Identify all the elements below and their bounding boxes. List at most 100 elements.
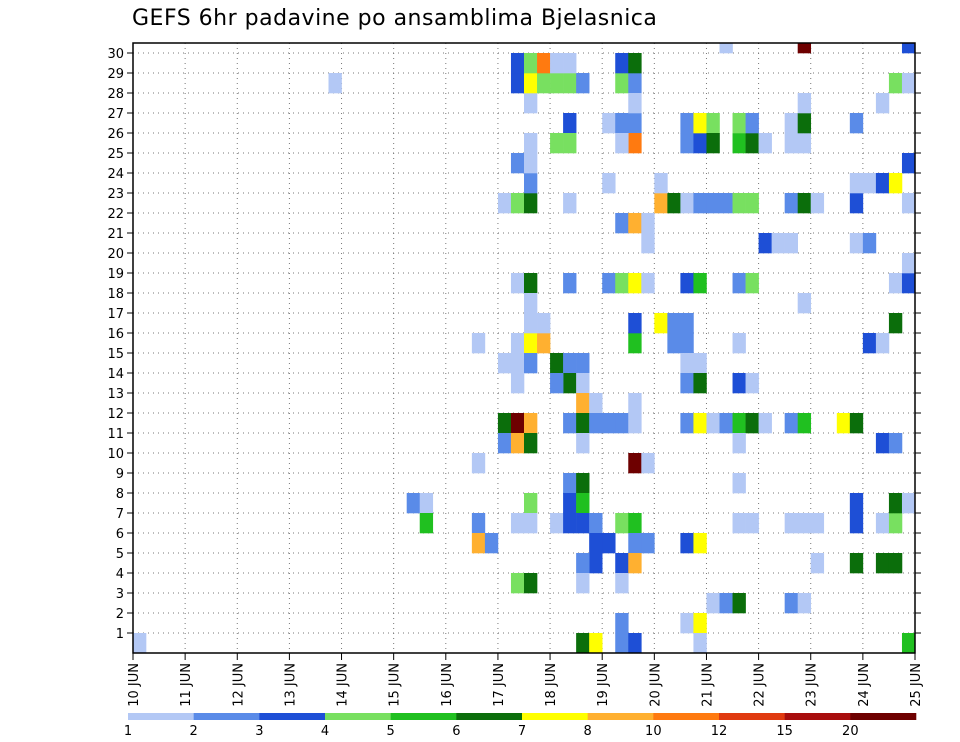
heatmap-cell bbox=[719, 43, 733, 54]
heatmap-cell bbox=[784, 113, 798, 134]
heatmap-cell bbox=[589, 413, 603, 434]
heatmap-cell bbox=[680, 373, 694, 394]
heatmap-cell bbox=[875, 433, 890, 454]
heatmap-cell bbox=[602, 533, 616, 554]
heatmap-cell bbox=[797, 513, 812, 534]
y-tick-label: 19 bbox=[107, 267, 124, 282]
colorbar-swatch bbox=[719, 713, 785, 720]
heatmap-cell bbox=[615, 633, 629, 654]
heatmap-cell bbox=[680, 133, 694, 154]
heatmap-cell bbox=[641, 233, 655, 254]
heatmap-cell bbox=[875, 333, 890, 354]
heatmap-cell bbox=[654, 313, 668, 334]
heatmap-cell bbox=[628, 553, 642, 574]
heatmap-cell bbox=[654, 193, 668, 214]
heatmap-cell bbox=[745, 413, 759, 434]
colorbar-label: 10 bbox=[645, 724, 662, 739]
heatmap-cell bbox=[550, 133, 564, 154]
heatmap-cell bbox=[524, 193, 538, 214]
heatmap-cell bbox=[524, 513, 538, 534]
y-tick-label: 2 bbox=[116, 607, 124, 622]
heatmap-cell bbox=[797, 413, 812, 434]
colorbar: 1 2 3 4 5 6 7 8 10 12 15 20 bbox=[124, 713, 917, 739]
heatmap-cell bbox=[654, 173, 668, 194]
heatmap-cell bbox=[719, 193, 733, 214]
heatmap-cell bbox=[550, 53, 564, 74]
heatmap-cell bbox=[615, 553, 629, 574]
y-tick-label: 22 bbox=[107, 207, 124, 222]
y-tick-label: 13 bbox=[107, 387, 124, 402]
heatmap-cell bbox=[510, 273, 525, 294]
heatmap-cell bbox=[484, 533, 499, 554]
heatmap-cell bbox=[667, 333, 681, 354]
heatmap-cell bbox=[576, 573, 590, 594]
plot-frame bbox=[132, 42, 916, 654]
colorbar-label: 12 bbox=[711, 724, 728, 739]
heatmap-cell bbox=[693, 193, 707, 214]
heatmap-cell bbox=[563, 113, 577, 134]
heatmap-cell bbox=[888, 553, 903, 574]
heatmap-cell bbox=[510, 413, 525, 434]
heatmap-cell bbox=[497, 433, 512, 454]
heatmap-cell bbox=[641, 273, 655, 294]
y-tick-label: 8 bbox=[116, 487, 124, 502]
heatmap-cell bbox=[563, 493, 577, 514]
heatmap-cell bbox=[745, 193, 759, 214]
y-tick-label: 20 bbox=[107, 247, 124, 262]
colorbar-swatch bbox=[653, 713, 720, 720]
heatmap-cell bbox=[497, 413, 512, 434]
heatmap-cell bbox=[875, 553, 890, 574]
heatmap-cell bbox=[784, 593, 798, 614]
heatmap-cell bbox=[888, 513, 903, 534]
heatmap-cell bbox=[550, 73, 564, 94]
heatmap-cell bbox=[563, 413, 577, 434]
y-tick-label: 4 bbox=[116, 567, 124, 582]
heatmap-cell bbox=[901, 43, 916, 54]
colorbar-label: 8 bbox=[584, 724, 592, 739]
heatmap-cell bbox=[693, 353, 707, 374]
x-tick-label: 24 JUN bbox=[857, 663, 872, 707]
chart-title: GEFS 6hr padavine po ansamblima Bjelasni… bbox=[132, 6, 658, 31]
heatmap-cell bbox=[628, 93, 642, 114]
colorbar-swatch bbox=[784, 713, 851, 720]
heatmap-cell bbox=[667, 313, 681, 334]
heatmap-cell bbox=[497, 353, 512, 374]
heatmap-cell bbox=[888, 173, 903, 194]
heatmap-cell bbox=[602, 173, 616, 194]
colorbar-label: 1 bbox=[124, 724, 132, 739]
heatmap-cell bbox=[576, 553, 590, 574]
heatmap-cell bbox=[849, 233, 864, 254]
heatmap-cell bbox=[628, 73, 642, 94]
heatmap-cell bbox=[810, 193, 825, 214]
y-tick-label: 7 bbox=[116, 507, 124, 522]
y-tick-label: 11 bbox=[107, 427, 124, 442]
x-tick-label: 18 JUN bbox=[544, 663, 559, 707]
heatmap-cell bbox=[510, 353, 525, 374]
colorbar-swatch bbox=[259, 713, 326, 720]
heatmap-cell bbox=[680, 353, 694, 374]
heatmap-cell bbox=[628, 413, 642, 434]
heatmap-cell bbox=[849, 193, 864, 214]
heatmap-cell bbox=[745, 513, 759, 534]
heatmap-cell bbox=[328, 73, 342, 94]
heatmap-cell bbox=[589, 553, 603, 574]
heatmap-cell bbox=[524, 53, 538, 74]
heatmap-cell bbox=[680, 533, 694, 554]
heatmap-cell bbox=[524, 333, 538, 354]
heatmap-cell bbox=[628, 53, 642, 74]
heatmap-cell bbox=[901, 73, 916, 94]
heatmap-cell bbox=[563, 513, 577, 534]
heatmap-cell bbox=[732, 433, 746, 454]
heatmap-cell bbox=[628, 513, 642, 534]
heatmap-cell bbox=[784, 233, 798, 254]
heatmap-cell bbox=[862, 333, 877, 354]
heatmap-cell bbox=[745, 133, 759, 154]
heatmap-cell bbox=[563, 73, 577, 94]
heatmap-cell bbox=[524, 153, 538, 174]
x-tick-label: 23 JUN bbox=[805, 663, 820, 707]
heatmap-cell bbox=[524, 73, 538, 94]
heatmap-cell bbox=[576, 393, 590, 414]
heatmap-cell bbox=[680, 333, 694, 354]
heatmap-cell bbox=[719, 413, 733, 434]
heatmap-cell bbox=[524, 293, 538, 314]
